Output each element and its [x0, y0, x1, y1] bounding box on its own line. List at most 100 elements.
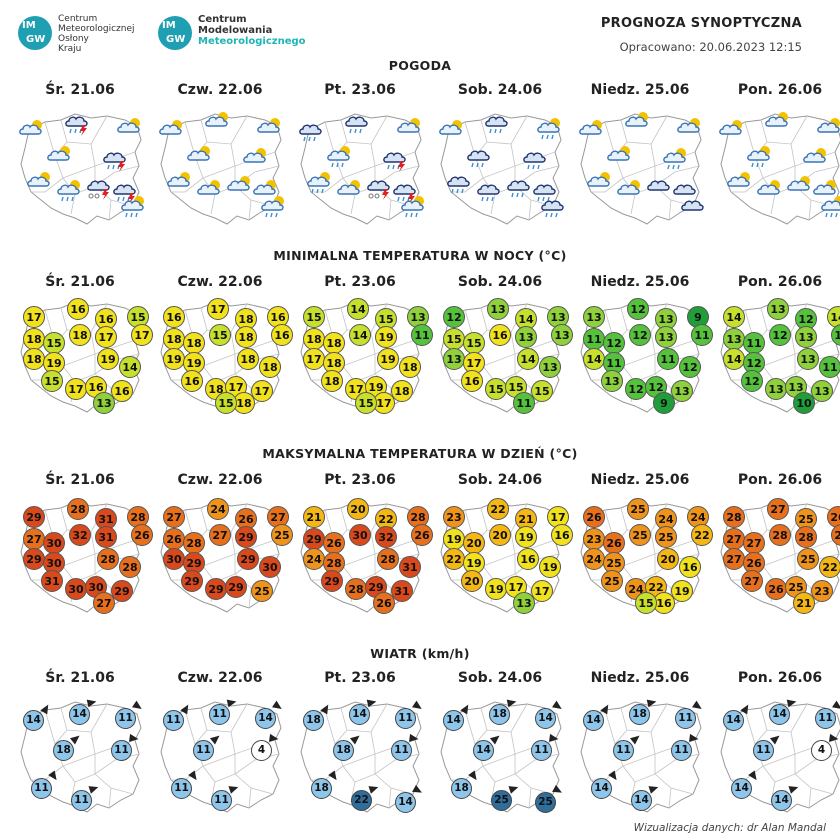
temperature-marker: 17 [23, 306, 45, 328]
temperature-marker: 11 [513, 392, 535, 414]
section-title-wind: WIATR (km/h) [370, 646, 470, 661]
day-label-tmin: Śr. 21.06 [45, 274, 115, 290]
temperature-marker: 16 [653, 592, 675, 614]
sun-cloud-rain-icon [305, 170, 335, 194]
temperature-marker: 13 [515, 326, 537, 348]
sun-cloud-icon [577, 118, 607, 140]
map-tmin-day-3: 15 14 15 13 11 18 18 14 19 17 18 19 18 18 17 19 18 17 15 [295, 296, 433, 414]
map-tmin-day-6: 141312141213111213141213111213131310 [715, 296, 840, 414]
dark-cloud-rain-icon [505, 174, 535, 198]
temperature-marker: 25 [251, 580, 273, 602]
temperature-marker: 25 [655, 526, 677, 548]
wind-direction-arrow-icon [268, 733, 280, 744]
wind-speed-marker: 4 [811, 740, 832, 761]
temperature-marker: 12 [443, 306, 465, 328]
temperature-marker: 26 [131, 524, 153, 546]
temperature-marker: 14 [723, 348, 745, 370]
temperature-marker: 28 [183, 532, 205, 554]
temperature-marker: 19 [539, 556, 561, 578]
wind-speed-marker: 11 [209, 704, 230, 725]
temperature-marker: 28 [345, 578, 367, 600]
wind-direction-arrow-icon [408, 733, 420, 744]
temperature-marker: 15 [463, 332, 485, 354]
dark-cloud-icon [671, 178, 701, 200]
sun-cloud-icon [157, 118, 187, 140]
temperature-marker: 12 [603, 332, 625, 354]
temperature-marker: 16 [111, 380, 133, 402]
day-label-wind: Pon. 26.06 [737, 670, 823, 686]
temperature-marker: 11 [583, 328, 605, 350]
temperature-marker: 29 [205, 578, 227, 600]
map-weather-day-5 [575, 108, 705, 226]
temperature-marker: 17 [95, 326, 117, 348]
temperature-marker: 12 [741, 370, 763, 392]
temperature-marker: 27 [93, 592, 115, 614]
dark-cloud-rain-icon [445, 170, 475, 194]
day-label-weather: Pt. 23.06 [324, 82, 396, 98]
wind-speed-marker: 11 [815, 708, 836, 729]
sun-cloud-icon [755, 178, 785, 200]
temperature-marker: 20 [347, 498, 369, 520]
temperature-marker: 21 [793, 592, 815, 614]
wind-speed-marker: 11 [613, 740, 634, 761]
sun-cloud-icon [25, 170, 55, 192]
temperature-marker: 12 [679, 356, 701, 378]
temperature-marker: 31 [95, 526, 117, 548]
sun-cloud-icon [115, 116, 145, 138]
wind-speed-marker: 11 [193, 740, 214, 761]
wind-speed-marker: 14 [443, 710, 464, 731]
temperature-marker: 11 [743, 332, 765, 354]
map-weather-day-6 [715, 108, 840, 226]
temperature-marker: 17 [531, 580, 553, 602]
day-label-tmin: Pt. 23.06 [324, 274, 396, 290]
wind-speed-marker: 25 [491, 790, 512, 811]
day-label-weather: Czw. 22.06 [177, 82, 263, 98]
temperature-marker: 15 [635, 592, 657, 614]
sun-cloud-icon [255, 116, 285, 138]
wind-speed-marker: 11 [671, 740, 692, 761]
temperature-marker: 23 [443, 506, 465, 528]
wind-speed-marker: 4 [251, 740, 272, 761]
temperature-marker: 27 [723, 528, 745, 550]
wind-speed-marker: 11 [115, 708, 136, 729]
temperature-marker: 18 [23, 328, 45, 350]
sun-cloud-icon [585, 170, 615, 192]
temperature-marker: 29 [225, 576, 247, 598]
sun-cloud-icon [815, 116, 840, 138]
wind-speed-marker: 18 [629, 704, 650, 725]
map-tmax-day-6: 282725262627272828272625222726252321 [715, 496, 840, 614]
temperature-marker: 25 [271, 524, 293, 546]
map-tmin-day-1: 17 16 16 15 17 18 15 18 17 18 19 19 14 15 17 16 16 13 [15, 296, 153, 414]
temperature-marker: 16 [461, 370, 483, 392]
temperature-marker: 15 [355, 392, 377, 414]
wind-speed-marker: 14 [473, 740, 494, 761]
temperature-marker: 24 [303, 548, 325, 570]
temperature-marker: 10 [793, 392, 815, 414]
wind-speed-marker: 11 [31, 778, 52, 799]
temperature-marker: 18 [233, 392, 255, 414]
storm-rain-icon [111, 178, 141, 204]
temperature-marker: 27 [163, 506, 185, 528]
day-label-weather: Niedz. 25.06 [590, 82, 690, 98]
temperature-marker: 14 [723, 306, 745, 328]
temperature-marker: 25 [627, 498, 649, 520]
temperature-marker: 18 [69, 324, 91, 346]
temperature-marker: 9 [653, 392, 675, 414]
temperature-marker: 11 [603, 352, 625, 374]
day-label-tmax: Niedz. 25.06 [590, 472, 690, 488]
temperature-marker: 29 [235, 526, 257, 548]
temperature-marker: 13 [443, 348, 465, 370]
temperature-marker: 25 [629, 524, 651, 546]
sun-cloud-rain-icon [259, 194, 289, 218]
sun-cloud-rain-icon [55, 178, 85, 202]
sun-cloud-icon [17, 118, 47, 140]
temperature-marker: 29 [237, 548, 259, 570]
temperature-marker: 14 [119, 356, 141, 378]
temperature-marker: 25 [601, 570, 623, 592]
temperature-marker: 13 [811, 380, 833, 402]
wind-speed-marker: 14 [69, 704, 90, 725]
temperature-marker: 22 [443, 548, 465, 570]
temperature-marker: 16 [517, 548, 539, 570]
day-label-wind: Śr. 21.06 [45, 670, 115, 686]
temperature-marker: 19 [183, 352, 205, 374]
